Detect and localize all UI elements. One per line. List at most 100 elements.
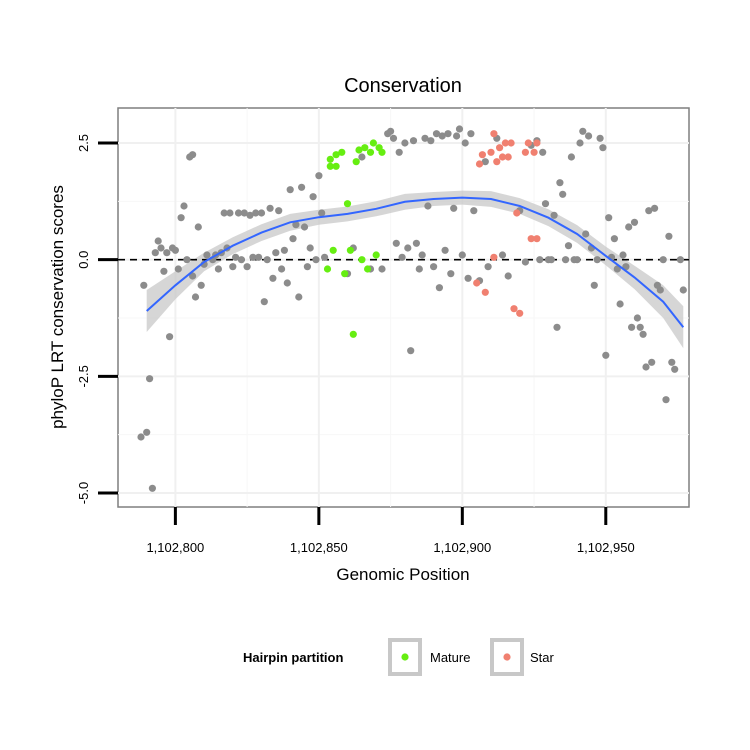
point-other <box>676 256 685 264</box>
point-other <box>616 300 624 308</box>
point-other <box>547 256 555 264</box>
point-other <box>174 265 182 273</box>
confidence-band <box>146 190 684 349</box>
point-other <box>432 130 441 138</box>
point-other <box>539 148 547 156</box>
point-other <box>263 256 271 264</box>
point-other <box>283 279 291 287</box>
point-other <box>392 239 400 247</box>
point-other <box>645 207 653 215</box>
point-other <box>573 256 581 264</box>
point-other <box>272 249 280 257</box>
point-star <box>513 209 521 217</box>
point-other <box>628 323 636 331</box>
point-star <box>490 130 498 138</box>
point-mature <box>355 146 363 154</box>
point-star <box>475 160 484 168</box>
point-mature <box>346 246 354 254</box>
point-mature <box>352 158 360 166</box>
point-mature <box>369 139 377 147</box>
point-other <box>154 237 162 245</box>
point-star <box>490 253 498 261</box>
point-mature <box>326 155 334 163</box>
point-other <box>447 270 455 278</box>
y-axis: 2.5 0.0 -2.5 -5.0 <box>76 134 118 504</box>
point-other <box>576 139 584 147</box>
point-other <box>662 396 670 404</box>
point-other <box>298 183 306 191</box>
point-other <box>303 263 311 271</box>
legend-dot-star <box>503 653 511 661</box>
point-other <box>541 200 550 208</box>
point-other <box>189 272 197 280</box>
point-other <box>140 281 148 289</box>
data-points <box>137 125 687 492</box>
point-mature <box>338 148 346 156</box>
point-other <box>292 221 300 229</box>
point-other <box>582 230 590 238</box>
point-other <box>651 204 659 212</box>
point-star <box>527 235 535 243</box>
point-other <box>312 256 320 264</box>
point-mature <box>323 265 332 273</box>
point-other <box>232 253 240 261</box>
point-other <box>266 204 274 212</box>
point-star <box>524 139 532 147</box>
point-other <box>148 484 156 492</box>
point-star <box>533 235 541 243</box>
point-star <box>516 309 524 317</box>
plot-panel <box>117 107 690 508</box>
point-star <box>498 153 507 161</box>
point-other <box>453 132 461 140</box>
x-tick-label: 1,102,800 <box>146 540 204 555</box>
point-other <box>484 263 492 271</box>
point-other <box>412 239 420 247</box>
point-mature <box>332 162 340 170</box>
point-other <box>395 148 403 156</box>
point-star <box>478 151 486 159</box>
point-other <box>398 253 406 261</box>
point-other <box>183 256 191 264</box>
point-other <box>464 274 472 282</box>
x-tick-label: 1,102,900 <box>433 540 491 555</box>
point-mature <box>372 251 380 259</box>
point-other <box>427 137 435 145</box>
point-other <box>435 284 443 292</box>
point-other <box>143 428 151 436</box>
point-other <box>257 209 266 217</box>
point-other <box>444 130 452 138</box>
point-other <box>671 365 679 373</box>
point-other <box>191 293 200 301</box>
point-mature <box>329 246 337 254</box>
point-other <box>252 209 260 217</box>
point-other <box>286 186 294 194</box>
point-other <box>613 265 621 273</box>
point-other <box>409 137 418 145</box>
point-other <box>679 286 687 294</box>
point-other <box>656 286 664 294</box>
y-tick-label: 2.5 <box>76 134 91 152</box>
point-other <box>536 256 544 264</box>
point-other <box>596 134 604 142</box>
point-other <box>249 253 257 261</box>
point-other <box>407 347 415 355</box>
point-other <box>194 223 202 231</box>
point-other <box>160 267 168 275</box>
point-other <box>668 358 676 366</box>
point-mature <box>361 144 369 152</box>
point-other <box>378 265 386 273</box>
point-other <box>137 433 145 441</box>
point-other <box>295 293 303 301</box>
point-other <box>553 323 561 331</box>
point-other <box>229 263 237 271</box>
point-other <box>214 265 222 273</box>
point-other <box>358 153 366 161</box>
point-mature <box>358 256 366 264</box>
point-other <box>455 125 464 133</box>
x-axis: 1,102,800 1,102,850 1,102,900 1,102,950 <box>146 507 635 555</box>
point-other <box>309 193 317 201</box>
point-other <box>189 151 197 159</box>
point-other <box>234 209 243 217</box>
point-other <box>619 251 627 259</box>
point-other <box>404 244 412 252</box>
